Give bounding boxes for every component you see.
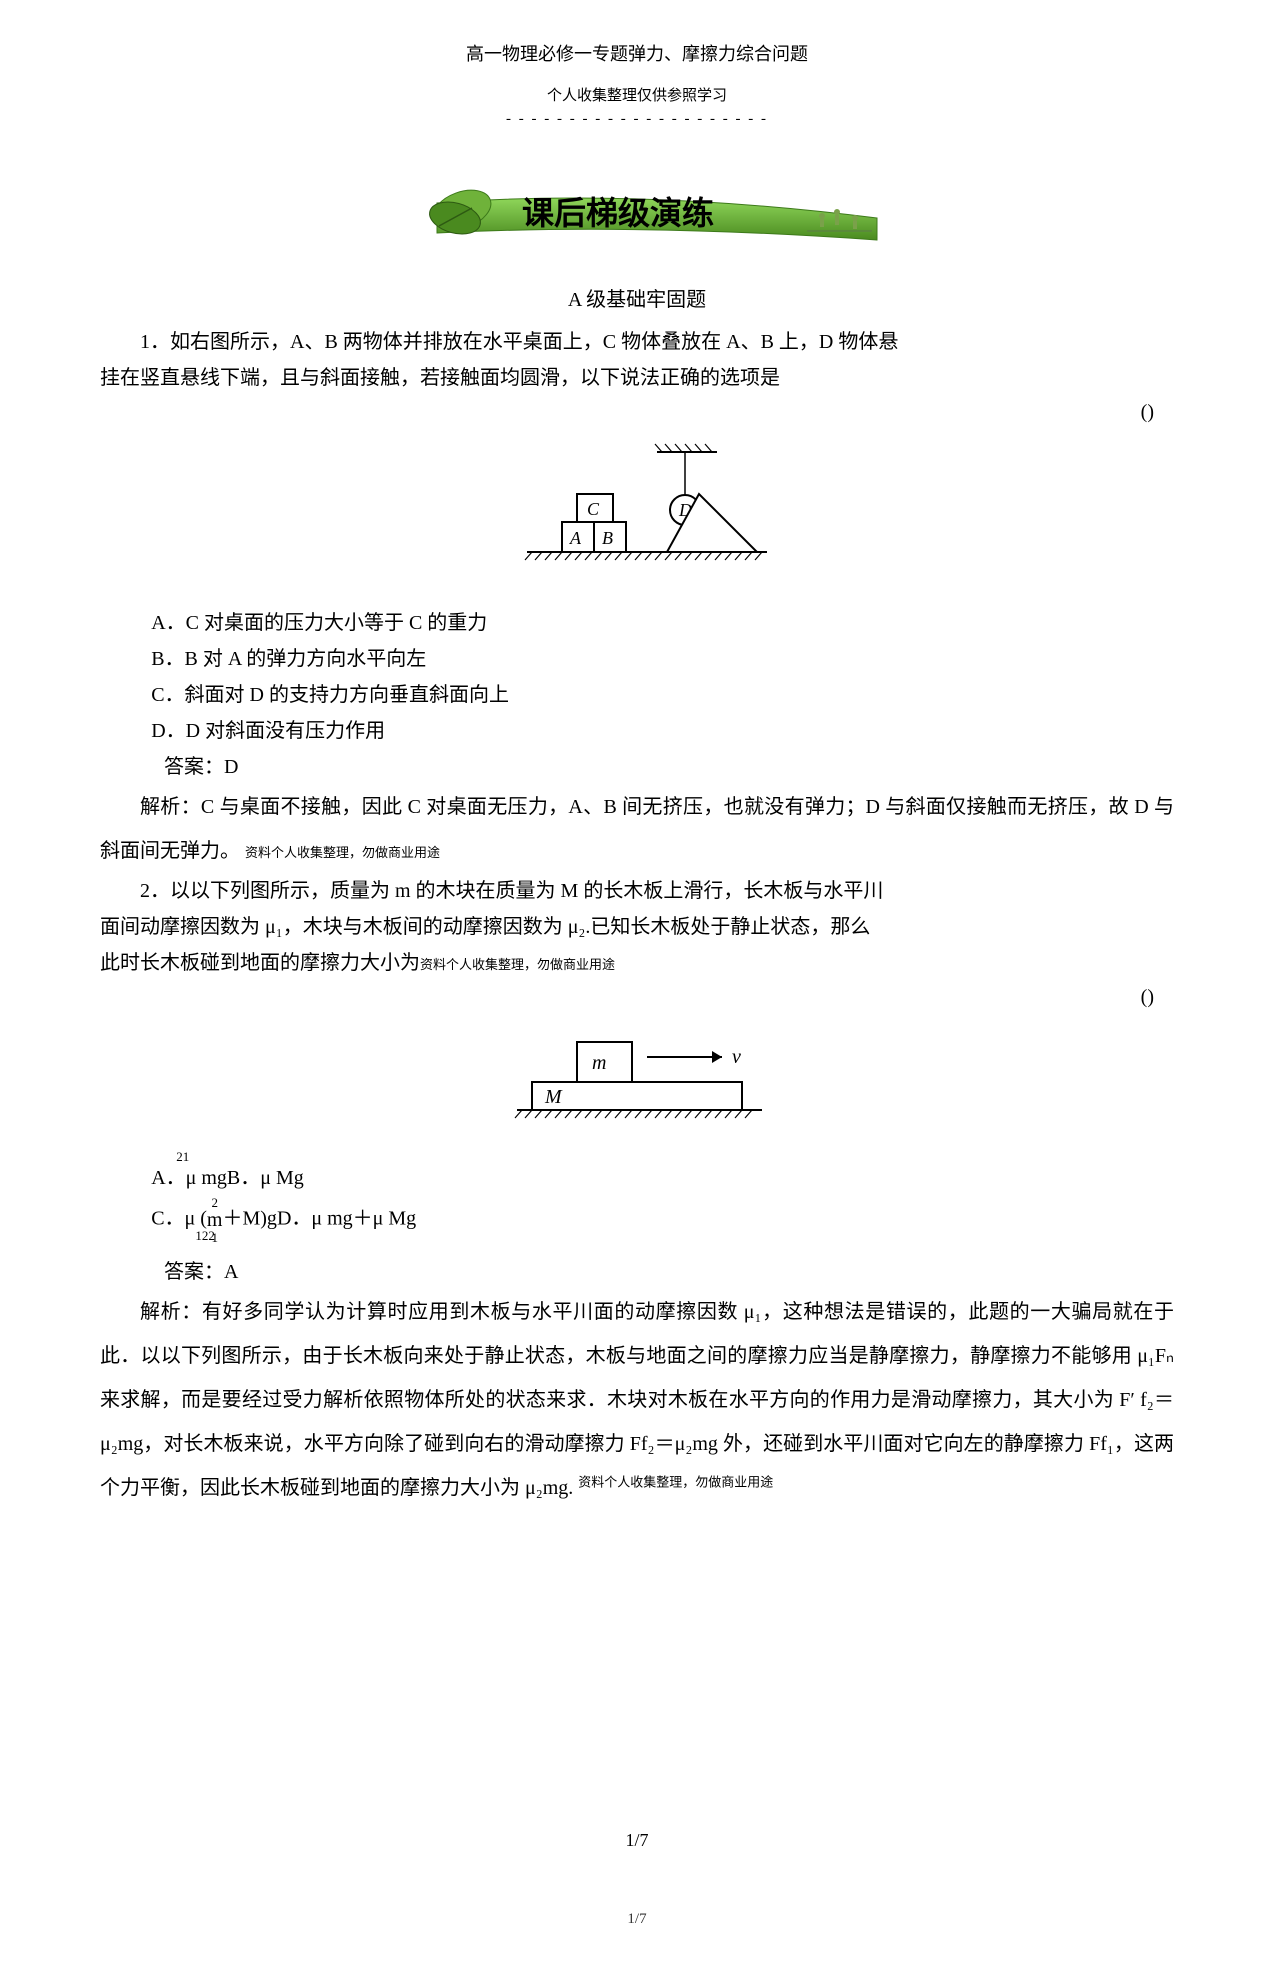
q2-opt-a: A．μ mg: [151, 1167, 227, 1189]
q1-stem-line2: 挂在竖直悬线下端，且与斜面接触，若接触面均圆滑，以下说法正确的选项是: [100, 360, 1174, 396]
q1-answer: 答案：D: [100, 749, 1174, 785]
q2-option-line2: C．μ ( 2 m 1 ＋M)gD．μ mg＋μ Mg 122: [151, 1196, 1174, 1244]
q1-options: A．C 对桌面的压力大小等于 C 的重力 B．B 对 A 的弹力方向水平向左 C…: [100, 605, 1174, 749]
lesson-banner: 课后梯级演练: [100, 168, 1174, 263]
q2-explain: 解析：有好多同学认为计算时应用到木板与水平川面的动摩擦因数 μ₁，这种想法是错误…: [100, 1290, 1174, 1510]
svg-text:C: C: [587, 499, 600, 519]
page-header-subtitle: 个人收集整理仅供参照学习: [100, 84, 1174, 105]
q2-stem-line1: 2．以以下列图所示，质量为 m 的木块在质量为 M 的长木板上滑行，长木板与水平…: [100, 873, 1174, 909]
q2-figure: m v M: [100, 1027, 1174, 1142]
q2-sup21: 21: [176, 1149, 189, 1164]
q2-explain-text: 解析：有好多同学认为计算时应用到木板与水平川面的动摩擦因数 μ₁，这种想法是错误…: [100, 1301, 1174, 1499]
q2-opt-b: B．μ Mg: [227, 1167, 304, 1189]
q2-sub122: 122: [195, 1224, 215, 1247]
q2-c-top: 2: [211, 1195, 218, 1210]
svg-text:M: M: [544, 1086, 563, 1108]
page-header-title: 高一物理必修一专题弹力、摩擦力综合问题: [100, 40, 1174, 66]
q2-answer: 答案：A: [100, 1254, 1174, 1290]
q2-opt-d: D．μ mg＋μ Mg: [277, 1208, 416, 1230]
q2-paren: (): [100, 981, 1174, 1013]
q2-stem-line3: 此时长木板碰到地面的摩擦力大小为: [100, 952, 420, 974]
q1-stem-line1: 1．如右图所示，A、B 两物体并排放在水平桌面上，C 物体叠放在 A、B 上，D…: [100, 324, 1174, 360]
banner-svg: 课后梯级演练: [377, 168, 897, 258]
svg-text:B: B: [602, 528, 613, 548]
q2-stem-line2: 面间动摩擦因数为 μ₁，木块与木板间的动摩擦因数为 μ₂.已知长木板处于静止状态…: [100, 909, 1174, 945]
page-footer-1: 1/7: [100, 1830, 1174, 1851]
svg-text:v: v: [732, 1046, 741, 1068]
q1-option-c: C．斜面对 D 的支持力方向垂直斜面向上: [151, 677, 1174, 713]
q2-explain-note: 资料个人收集整理，勿做商业用途: [578, 1474, 773, 1489]
banner-text: 课后梯级演练: [522, 195, 714, 231]
svg-text:A: A: [569, 528, 582, 548]
q2-option-line1: A．μ mgB．μ Mg 21: [151, 1160, 1174, 1196]
q1-paren: (): [100, 396, 1174, 428]
q1-explain: 解析：C 与桌面不接触，因此 C 对桌面无压力，A、B 间无挤压，也就没有弹力；…: [100, 785, 1174, 873]
q1-figure-svg: D A B C: [467, 442, 807, 582]
q1-option-d: D．D 对斜面没有压力作用: [151, 713, 1174, 749]
page-footer-2: 1/7: [100, 1911, 1174, 1928]
q2-opt-c-post: ＋M)g: [222, 1208, 276, 1230]
q2-stem-note: 资料个人收集整理，勿做商业用途: [420, 957, 615, 972]
q2-figure-svg: m v M: [477, 1027, 797, 1137]
section-title: A 级基础牢固题: [100, 283, 1174, 312]
q2-options: A．μ mgB．μ Mg 21 C．μ ( 2 m 1 ＋M)gD．μ mg＋μ…: [100, 1160, 1174, 1244]
q1-explain-note: 资料个人收集整理，勿做商业用途: [245, 845, 440, 860]
header-dashes: - - - - - - - - - - - - - - - - - - - - …: [100, 111, 1174, 128]
q1-option-b: B．B 对 A 的弹力方向水平向左: [151, 641, 1174, 677]
q1-option-a: A．C 对桌面的压力大小等于 C 的重力: [151, 605, 1174, 641]
q2-stem-line3-wrap: 此时长木板碰到地面的摩擦力大小为资料个人收集整理，勿做商业用途: [100, 945, 1174, 981]
q1-figure: D A B C: [100, 442, 1174, 587]
svg-text:m: m: [592, 1052, 606, 1074]
